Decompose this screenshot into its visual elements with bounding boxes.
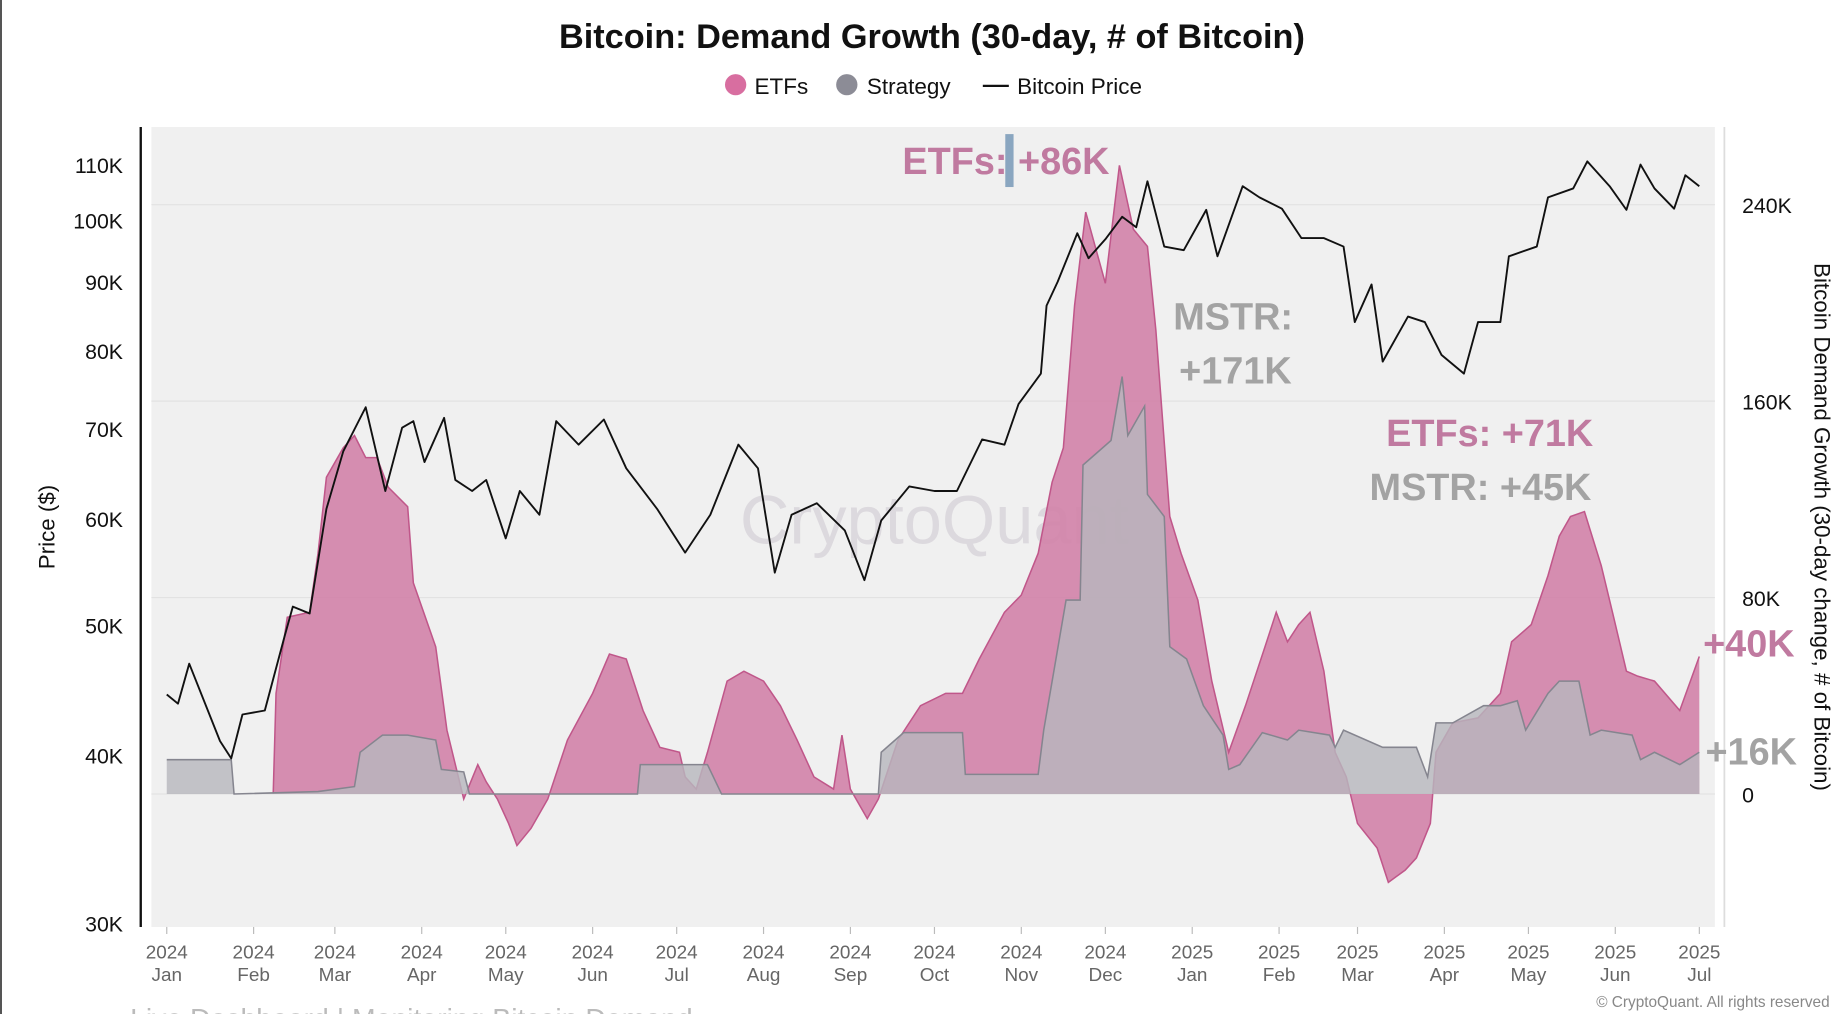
x-tick-month: May: [1511, 964, 1547, 985]
x-tick-year: 2025: [1507, 942, 1549, 963]
x-tick-year: 2025: [1258, 942, 1300, 963]
x-tick-month: Jan: [152, 964, 183, 985]
x-tick-year: 2024: [485, 942, 527, 963]
x-tick-month: Aug: [747, 964, 781, 985]
x-tick-year: 2024: [743, 942, 785, 963]
etfs-area: [273, 165, 1700, 883]
x-tick-month: Jan: [1177, 964, 1208, 985]
legend-price-label[interactable]: Bitcoin Price: [1017, 74, 1142, 99]
footer-caption: Live Dashboard | Monitoring Bitcoin Dema…: [130, 1002, 693, 1014]
right-axis-ticks: 0 80K 160K 240K: [1742, 195, 1792, 807]
x-tick-month: Jul: [665, 964, 689, 985]
annotation-etfs-71k: ETFs: +71K: [1386, 412, 1593, 454]
annotation-mstr-16k: +16K: [1705, 731, 1797, 773]
left-tick-label: 40K: [85, 746, 123, 769]
right-tick-label: 80K: [1742, 588, 1780, 611]
chart-title: Bitcoin: Demand Growth (30-day, # of Bit…: [559, 18, 1305, 56]
x-tick-year: 2024: [656, 942, 698, 963]
x-tick-year: 2025: [1678, 942, 1720, 963]
x-tick-month: Sep: [834, 964, 868, 985]
annotation-mstr-171k: +171K: [1179, 350, 1292, 392]
x-tick-year: 2024: [572, 942, 614, 963]
x-tick-year: 2024: [913, 942, 955, 963]
left-tick-label: 70K: [85, 419, 123, 442]
x-tick-year: 2024: [146, 942, 188, 963]
x-tick-month: Jun: [577, 964, 608, 985]
right-tick-label: 160K: [1742, 391, 1792, 414]
annotation-etfs-86k: ETFs: +86K: [902, 140, 1109, 182]
x-tick-year: 2024: [401, 942, 443, 963]
x-axis-ticks: 2024Jan2024Feb2024Mar2024Apr2024May2024J…: [146, 926, 1720, 985]
x-tick-year: 2024: [233, 942, 275, 963]
x-tick-month: Nov: [1004, 964, 1038, 985]
left-tick-label: 100K: [73, 211, 123, 234]
legend-etfs-marker: [724, 74, 747, 96]
x-tick-month: Mar: [319, 964, 352, 985]
right-tick-label: 240K: [1742, 195, 1792, 218]
left-tick-label: 30K: [85, 914, 123, 937]
x-tick-year: 2025: [1423, 942, 1465, 963]
legend-strategy-marker: [836, 74, 858, 96]
left-tick-label: 50K: [85, 615, 123, 638]
x-tick-year: 2025: [1171, 942, 1213, 963]
x-tick-month: Apr: [407, 964, 436, 985]
left-tick-label: 60K: [85, 509, 123, 532]
left-tick-label: 90K: [85, 272, 123, 295]
x-tick-month: Jun: [1600, 964, 1631, 985]
legend-etfs-label[interactable]: ETFs: [755, 74, 809, 99]
demand-areas: [166, 165, 1701, 884]
right-tick-label: 0: [1742, 784, 1754, 807]
price-series: [166, 160, 1700, 760]
left-tick-label: 80K: [85, 341, 123, 364]
annotation-mstr-45k: MSTR: +45K: [1370, 466, 1592, 508]
x-tick-month: Feb: [237, 964, 270, 985]
x-tick-month: Mar: [1341, 964, 1374, 985]
x-tick-month: May: [488, 964, 524, 985]
x-tick-month: Apr: [1430, 964, 1459, 985]
strategy-area-outline: [166, 376, 1700, 795]
x-tick-year: 2024: [829, 942, 871, 963]
x-tick-month: Jul: [1687, 964, 1711, 985]
left-axis-label: Price ($): [34, 485, 59, 569]
cursor-marker: [1005, 134, 1014, 188]
left-tick-label: 110K: [75, 155, 123, 178]
copyright: © CryptoQuant. All rights reserved: [1596, 994, 1829, 1011]
x-tick-year: 2024: [1000, 942, 1042, 963]
x-tick-year: 2024: [314, 942, 356, 963]
legend-strategy-label[interactable]: Strategy: [867, 74, 951, 99]
legend: ETFs Strategy Bitcoin Price: [724, 74, 1142, 99]
x-tick-year: 2025: [1594, 942, 1636, 963]
annotations: ETFs: +86K MSTR: +171K ETFs: +71K MSTR: …: [902, 140, 1797, 772]
bitcoin-price-line: [166, 160, 1700, 760]
right-axis-label: Bitcoin Demand Growth (30-day change, # …: [1809, 263, 1834, 791]
x-tick-month: Dec: [1089, 964, 1123, 985]
x-tick-year: 2024: [1084, 942, 1126, 963]
annotation-mstr-label: MSTR:: [1173, 295, 1293, 337]
x-tick-month: Oct: [920, 964, 950, 985]
annotation-etfs-40k: +40K: [1703, 622, 1795, 664]
x-tick-year: 2025: [1336, 942, 1378, 963]
strategy-area: [166, 376, 1700, 795]
left-axis-ticks: 30K 40K 50K 60K 70K 80K 90K 100K 110K: [73, 155, 123, 937]
x-tick-month: Feb: [1263, 964, 1296, 985]
